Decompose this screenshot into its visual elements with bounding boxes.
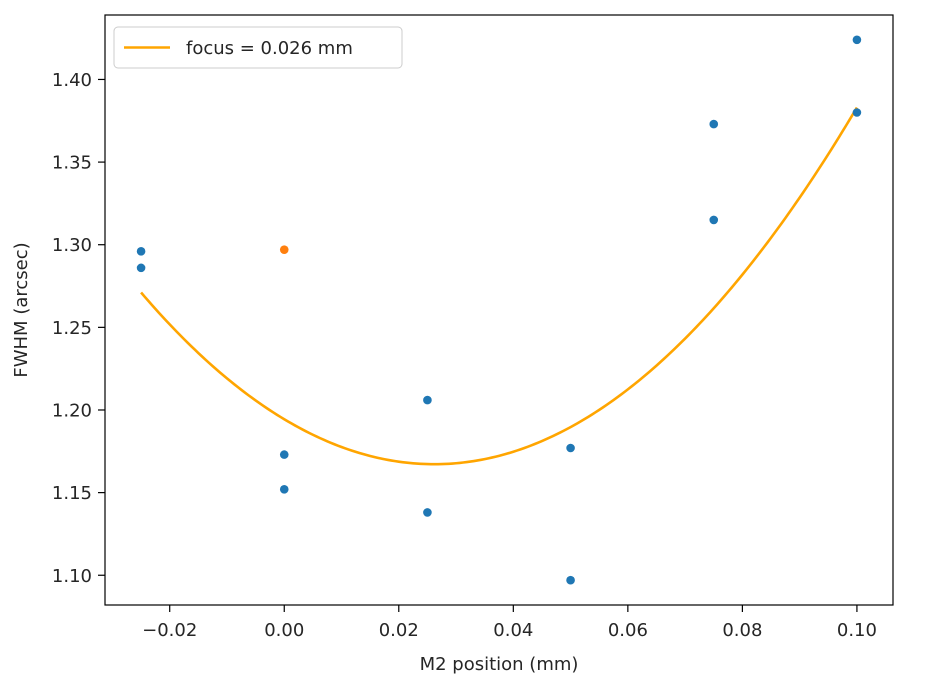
x-tick-label: 0.10 xyxy=(837,620,877,641)
x-tick-label: 0.02 xyxy=(379,620,419,641)
data-point xyxy=(852,108,862,117)
y-tick-label: 1.30 xyxy=(52,235,92,256)
y-tick-label: 1.40 xyxy=(52,70,92,91)
data-point xyxy=(423,508,432,517)
y-tick-label: 1.20 xyxy=(52,400,92,421)
data-point xyxy=(279,450,289,459)
y-axis: 1.10 1.15 1.20 1.25 1.30 1.35 1.40 xyxy=(52,70,105,587)
x-tick-label: 0.00 xyxy=(264,620,304,641)
x-tick-label: −0.02 xyxy=(142,620,197,641)
legend-box xyxy=(113,26,403,69)
y-tick-label: 1.35 xyxy=(52,153,92,174)
data-point xyxy=(136,263,146,273)
y-tick-label: 1.15 xyxy=(52,483,92,504)
y-tick-label: 1.10 xyxy=(52,566,92,587)
data-point xyxy=(279,485,289,494)
x-tick-label: 0.04 xyxy=(493,620,533,641)
plot-area xyxy=(136,35,862,585)
data-point xyxy=(852,35,862,45)
data-point xyxy=(423,395,432,405)
x-axis: −0.02 0.00 0.02 0.04 0.06 0.08 0.10 xyxy=(142,605,877,641)
legend-label: focus = 0.026 mm xyxy=(186,38,353,59)
data-point xyxy=(566,443,575,453)
y-tick-label: 1.25 xyxy=(52,318,92,339)
data-point xyxy=(709,215,719,225)
data-point xyxy=(566,575,575,585)
data-point xyxy=(136,247,146,256)
x-axis-label: M2 position (mm) xyxy=(420,654,579,675)
fit-curve-line xyxy=(140,106,859,466)
plot-frame xyxy=(104,14,894,606)
highlighted-data-point xyxy=(279,245,289,254)
x-tick-label: 0.08 xyxy=(722,620,762,641)
y-axis-label: FWHM (arcsec) xyxy=(11,242,32,377)
x-tick-label: 0.06 xyxy=(608,620,648,641)
data-point xyxy=(709,119,719,129)
legend: focus = 0.026 mm xyxy=(113,26,403,69)
